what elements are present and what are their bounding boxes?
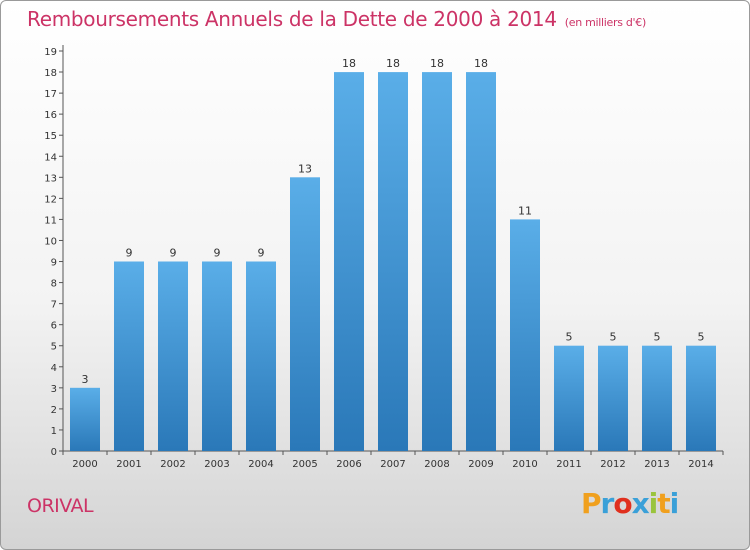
x-tick-label-2009: 2009: [468, 459, 493, 470]
x-tick-label-2013: 2013: [644, 459, 669, 470]
y-tick-label: 19: [44, 47, 57, 58]
logo-letter: t: [657, 487, 670, 520]
bar-2007: [378, 72, 408, 451]
value-label-2005: 13: [298, 162, 312, 175]
x-tick-label-2001: 2001: [116, 459, 141, 470]
x-tick-label-2011: 2011: [556, 459, 581, 470]
bar-2008: [422, 72, 452, 451]
y-tick-label: 1: [51, 426, 57, 437]
y-tick-label: 5: [51, 342, 57, 353]
value-label-2012: 5: [610, 331, 617, 344]
y-tick-label: 6: [51, 321, 57, 332]
x-tick-label-2006: 2006: [336, 459, 361, 470]
bar-2004: [246, 261, 276, 451]
value-label-2007: 18: [386, 57, 400, 70]
value-label-2009: 18: [474, 57, 488, 70]
bar-2003: [202, 261, 232, 451]
bar-2001: [114, 261, 144, 451]
x-tick-label-2000: 2000: [72, 459, 97, 470]
logo-letter: P: [581, 487, 602, 520]
y-tick-label: 9: [51, 258, 57, 269]
y-tick-label: 4: [51, 363, 57, 374]
bar-2011: [554, 345, 584, 451]
bar-2002: [158, 261, 188, 451]
x-tick-label-2003: 2003: [204, 459, 229, 470]
x-tick-label-2007: 2007: [380, 459, 405, 470]
bar-2013: [642, 345, 672, 451]
value-label-2010: 11: [518, 204, 532, 217]
logo-letter: x: [631, 487, 650, 520]
value-label-2006: 18: [342, 57, 356, 70]
value-label-2003: 9: [214, 247, 221, 260]
y-tick-label: 15: [44, 131, 57, 142]
chart-subtitle: (en milliers d'€): [564, 16, 646, 29]
bar-2010: [510, 219, 540, 451]
commune-name: ORIVAL: [27, 495, 94, 517]
x-tick-label-2008: 2008: [424, 459, 449, 470]
y-tick-label: 2: [51, 405, 57, 416]
chart-title-text: Remboursements Annuels de la Dette de 20…: [27, 7, 557, 31]
y-tick-label: 18: [44, 68, 57, 79]
bar-2000: [70, 387, 100, 451]
bar-2006: [334, 72, 364, 451]
value-label-2004: 9: [258, 247, 265, 260]
y-tick-label: 11: [44, 215, 57, 226]
y-tick-label: 10: [44, 236, 57, 247]
x-tick-label-2014: 2014: [688, 459, 713, 470]
value-label-2011: 5: [566, 331, 573, 344]
logo-letter: i: [648, 487, 659, 520]
y-tick-label: 16: [44, 110, 57, 121]
y-tick-label: 7: [51, 300, 57, 311]
x-tick-label-2002: 2002: [160, 459, 185, 470]
value-label-2001: 9: [126, 247, 133, 260]
y-tick-label: 8: [51, 279, 57, 290]
logo-letter: r: [600, 487, 615, 520]
chart-title: Remboursements Annuels de la Dette de 20…: [27, 7, 646, 31]
x-tick-label-2005: 2005: [292, 459, 317, 470]
value-label-2002: 9: [170, 247, 177, 260]
bar-2014: [686, 345, 716, 451]
x-tick-label-2004: 2004: [248, 459, 273, 470]
y-tick-label: 0: [51, 447, 57, 458]
value-label-2008: 18: [430, 57, 444, 70]
y-tick-label: 14: [44, 152, 57, 163]
value-label-2000: 3: [82, 373, 89, 386]
logo-letter: o: [613, 487, 632, 520]
value-label-2013: 5: [654, 331, 661, 344]
value-label-2014: 5: [698, 331, 705, 344]
proxiti-logo: Proxiti: [581, 487, 680, 520]
y-tick-label: 12: [44, 194, 57, 205]
bar-2009: [466, 72, 496, 451]
x-tick-label-2010: 2010: [512, 459, 537, 470]
bar-2005: [290, 177, 320, 452]
y-tick-label: 17: [44, 89, 57, 100]
bar-2012: [598, 345, 628, 451]
y-tick-label: 3: [51, 384, 57, 395]
y-tick-label: 13: [44, 173, 57, 184]
x-tick-label-2012: 2012: [600, 459, 625, 470]
logo-letter: i: [669, 487, 680, 520]
